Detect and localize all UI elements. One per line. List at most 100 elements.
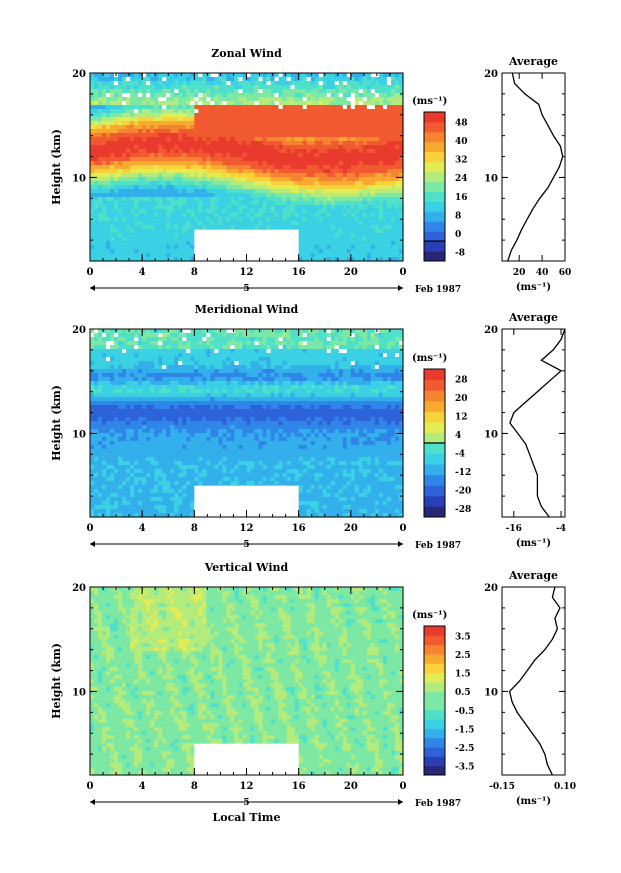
heatmap-cell — [250, 165, 256, 170]
heatmap-cell — [110, 201, 115, 206]
heatmap-cell — [382, 377, 388, 382]
heatmap-cell — [254, 93, 260, 98]
heatmap-cell — [274, 89, 280, 94]
heatmap-cell — [154, 229, 159, 234]
heatmap-cell — [182, 373, 187, 378]
heatmap-cell — [118, 197, 123, 202]
heatmap-cell — [394, 337, 400, 342]
heatmap-cell — [122, 73, 127, 78]
heatmap-cell — [346, 141, 352, 146]
heatmap-cell — [126, 201, 131, 206]
heatmap-cell — [338, 141, 344, 146]
heatmap-cell — [278, 173, 284, 178]
heatmap-cell — [338, 229, 344, 234]
heatmap-cell — [382, 157, 388, 162]
heatmap-cell — [254, 161, 260, 166]
heatmap-cell — [254, 121, 260, 126]
heatmap-cell — [314, 213, 320, 218]
heatmap-cell — [318, 165, 324, 170]
heatmap-cell — [238, 101, 244, 106]
heatmap-cell — [214, 93, 220, 98]
heatmap-cell — [358, 221, 364, 226]
heatmap-cell — [126, 109, 131, 114]
heatmap-cell — [190, 181, 195, 186]
heatmap-cell — [290, 97, 296, 102]
heatmap-cell — [350, 357, 356, 362]
heatmap-cell — [242, 185, 248, 190]
heatmap-cell — [298, 189, 304, 194]
heatmap-cell — [134, 353, 139, 358]
heatmap-cell — [362, 377, 368, 382]
heatmap-cell — [150, 381, 155, 386]
heatmap-cell — [242, 125, 248, 130]
heatmap-cell — [154, 193, 159, 198]
heatmap-cell — [334, 81, 340, 86]
heatmap-cell — [362, 113, 368, 118]
heatmap-cell — [170, 365, 175, 370]
heatmap-cell — [206, 369, 211, 374]
heatmap-cell — [254, 197, 260, 202]
heatmap-cell — [150, 101, 155, 106]
heatmap-cell — [106, 161, 111, 166]
heatmap-cell — [330, 381, 336, 386]
heatmap-cell — [154, 369, 159, 374]
heatmap-cell — [182, 385, 187, 390]
heatmap-cell — [394, 133, 400, 138]
heatmap-cell — [366, 141, 372, 146]
heatmap-cell — [342, 197, 348, 202]
heatmap-cell — [146, 357, 151, 362]
heatmap-cell — [150, 133, 155, 138]
x-tick-label: 0 — [400, 267, 407, 278]
heatmap-cell — [338, 217, 344, 222]
heatmap-cell — [262, 193, 268, 198]
heatmap-cell — [194, 89, 199, 94]
heatmap-cell — [366, 189, 372, 194]
heatmap-cell — [346, 217, 352, 222]
heatmap-cell — [338, 137, 344, 142]
heatmap-cell — [318, 221, 324, 226]
heatmap-cell — [366, 129, 372, 134]
heatmap-cell — [118, 345, 123, 350]
heatmap-cell — [358, 73, 364, 78]
heatmap-cell — [250, 173, 256, 178]
heatmap-cell — [382, 177, 388, 182]
heatmap-cell — [142, 209, 147, 214]
heatmap-cell — [362, 97, 368, 102]
heatmap-cell — [198, 213, 203, 218]
heatmap-cell — [266, 385, 272, 390]
heatmap-cell — [346, 113, 352, 118]
heatmap-cell — [254, 133, 260, 138]
heatmap-cell — [258, 181, 264, 186]
heatmap-cell — [126, 173, 131, 178]
heatmap-cell — [238, 373, 244, 378]
heatmap-cell — [378, 233, 384, 238]
heatmap-cell — [338, 81, 344, 86]
heatmap-cell — [146, 149, 151, 154]
heatmap-cell — [118, 213, 123, 218]
heatmap-cell — [278, 105, 284, 110]
heatmap-cell — [334, 145, 340, 150]
heatmap-cell — [298, 217, 304, 222]
heatmap-cell — [154, 205, 159, 210]
heatmap-cell — [274, 217, 280, 222]
heatmap-cell — [286, 125, 292, 130]
heatmap-cell — [378, 137, 384, 142]
heatmap-cell — [382, 369, 388, 374]
heatmap-cell — [106, 141, 111, 146]
heatmap-cell — [314, 81, 320, 86]
heatmap-cell — [134, 381, 139, 386]
heatmap-cell — [318, 85, 324, 90]
heatmap-cell — [178, 169, 183, 174]
heatmap-cell — [390, 357, 396, 362]
heatmap-cell — [118, 105, 123, 110]
heatmap-cell — [318, 257, 324, 262]
heatmap-cell — [242, 137, 248, 142]
heatmap-cell — [166, 145, 171, 150]
heatmap-cell — [186, 357, 191, 362]
heatmap-cell — [306, 133, 312, 138]
heatmap-cell — [354, 349, 360, 354]
heatmap-cell — [218, 221, 224, 226]
heatmap-cell — [318, 385, 324, 390]
heatmap-cell — [190, 189, 195, 194]
heatmap-cell — [294, 377, 300, 382]
